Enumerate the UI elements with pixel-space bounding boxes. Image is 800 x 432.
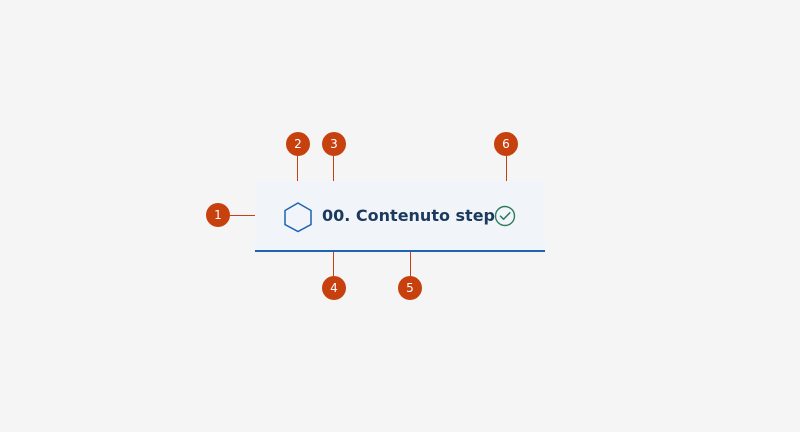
step-label: 00. Contenuto step <box>322 206 496 225</box>
marker-3: 3 <box>322 132 346 156</box>
leader-line-3 <box>333 156 334 205</box>
leader-line-6 <box>506 156 507 205</box>
step-item[interactable]: 00. Contenuto step <box>255 181 545 252</box>
leader-line-5 <box>410 228 411 276</box>
marker-1: 1 <box>206 203 230 227</box>
hexagon-icon <box>284 202 312 233</box>
marker-4: 4 <box>322 276 346 300</box>
marker-6: 6 <box>494 132 518 156</box>
leader-line-1 <box>230 215 255 216</box>
marker-5: 5 <box>398 276 422 300</box>
marker-2: 2 <box>286 132 310 156</box>
leader-line-2 <box>297 156 298 201</box>
check-circle-icon <box>494 205 516 227</box>
